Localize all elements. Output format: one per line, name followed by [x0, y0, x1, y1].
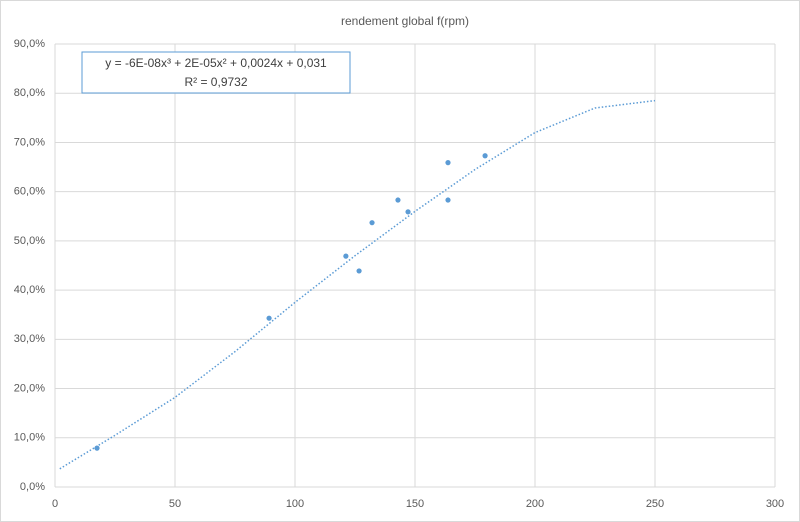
y-tick-label: 40,0%: [14, 284, 45, 296]
data-point: [445, 197, 451, 203]
trendline-r2: R² = 0,9732: [184, 75, 247, 89]
y-tick-label: 90,0%: [14, 38, 45, 50]
data-point: [369, 220, 375, 226]
data-point: [445, 160, 451, 166]
y-tick-label: 80,0%: [14, 87, 45, 99]
y-tick-label: 10,0%: [14, 432, 45, 444]
y-tick-label: 60,0%: [14, 186, 45, 198]
x-tick-label: 50: [169, 498, 181, 510]
data-point: [482, 153, 488, 159]
data-point: [94, 445, 100, 451]
trendline-equation: y = -6E-08x³ + 2E-05x² + 0,0024x + 0,031: [105, 56, 327, 70]
trendline: [59, 99, 656, 470]
y-tick-label: 30,0%: [14, 333, 45, 345]
data-point: [395, 197, 401, 203]
x-tick-label: 150: [406, 498, 424, 510]
y-tick-label: 0,0%: [20, 481, 45, 493]
data-point: [266, 315, 272, 321]
data-point: [356, 268, 362, 274]
y-tick-label: 50,0%: [14, 235, 45, 247]
data-point: [405, 209, 411, 215]
chart-title: rendement global f(rpm): [341, 14, 469, 28]
y-tick-label: 70,0%: [14, 136, 45, 148]
y-tick-label: 20,0%: [14, 382, 45, 394]
data-point: [343, 253, 349, 259]
x-tick-label: 100: [286, 498, 304, 510]
x-tick-label: 250: [646, 498, 664, 510]
x-tick-label: 0: [52, 498, 58, 510]
x-tick-label: 300: [766, 498, 784, 510]
x-tick-label: 200: [526, 498, 544, 510]
equation-box: [81, 51, 351, 94]
